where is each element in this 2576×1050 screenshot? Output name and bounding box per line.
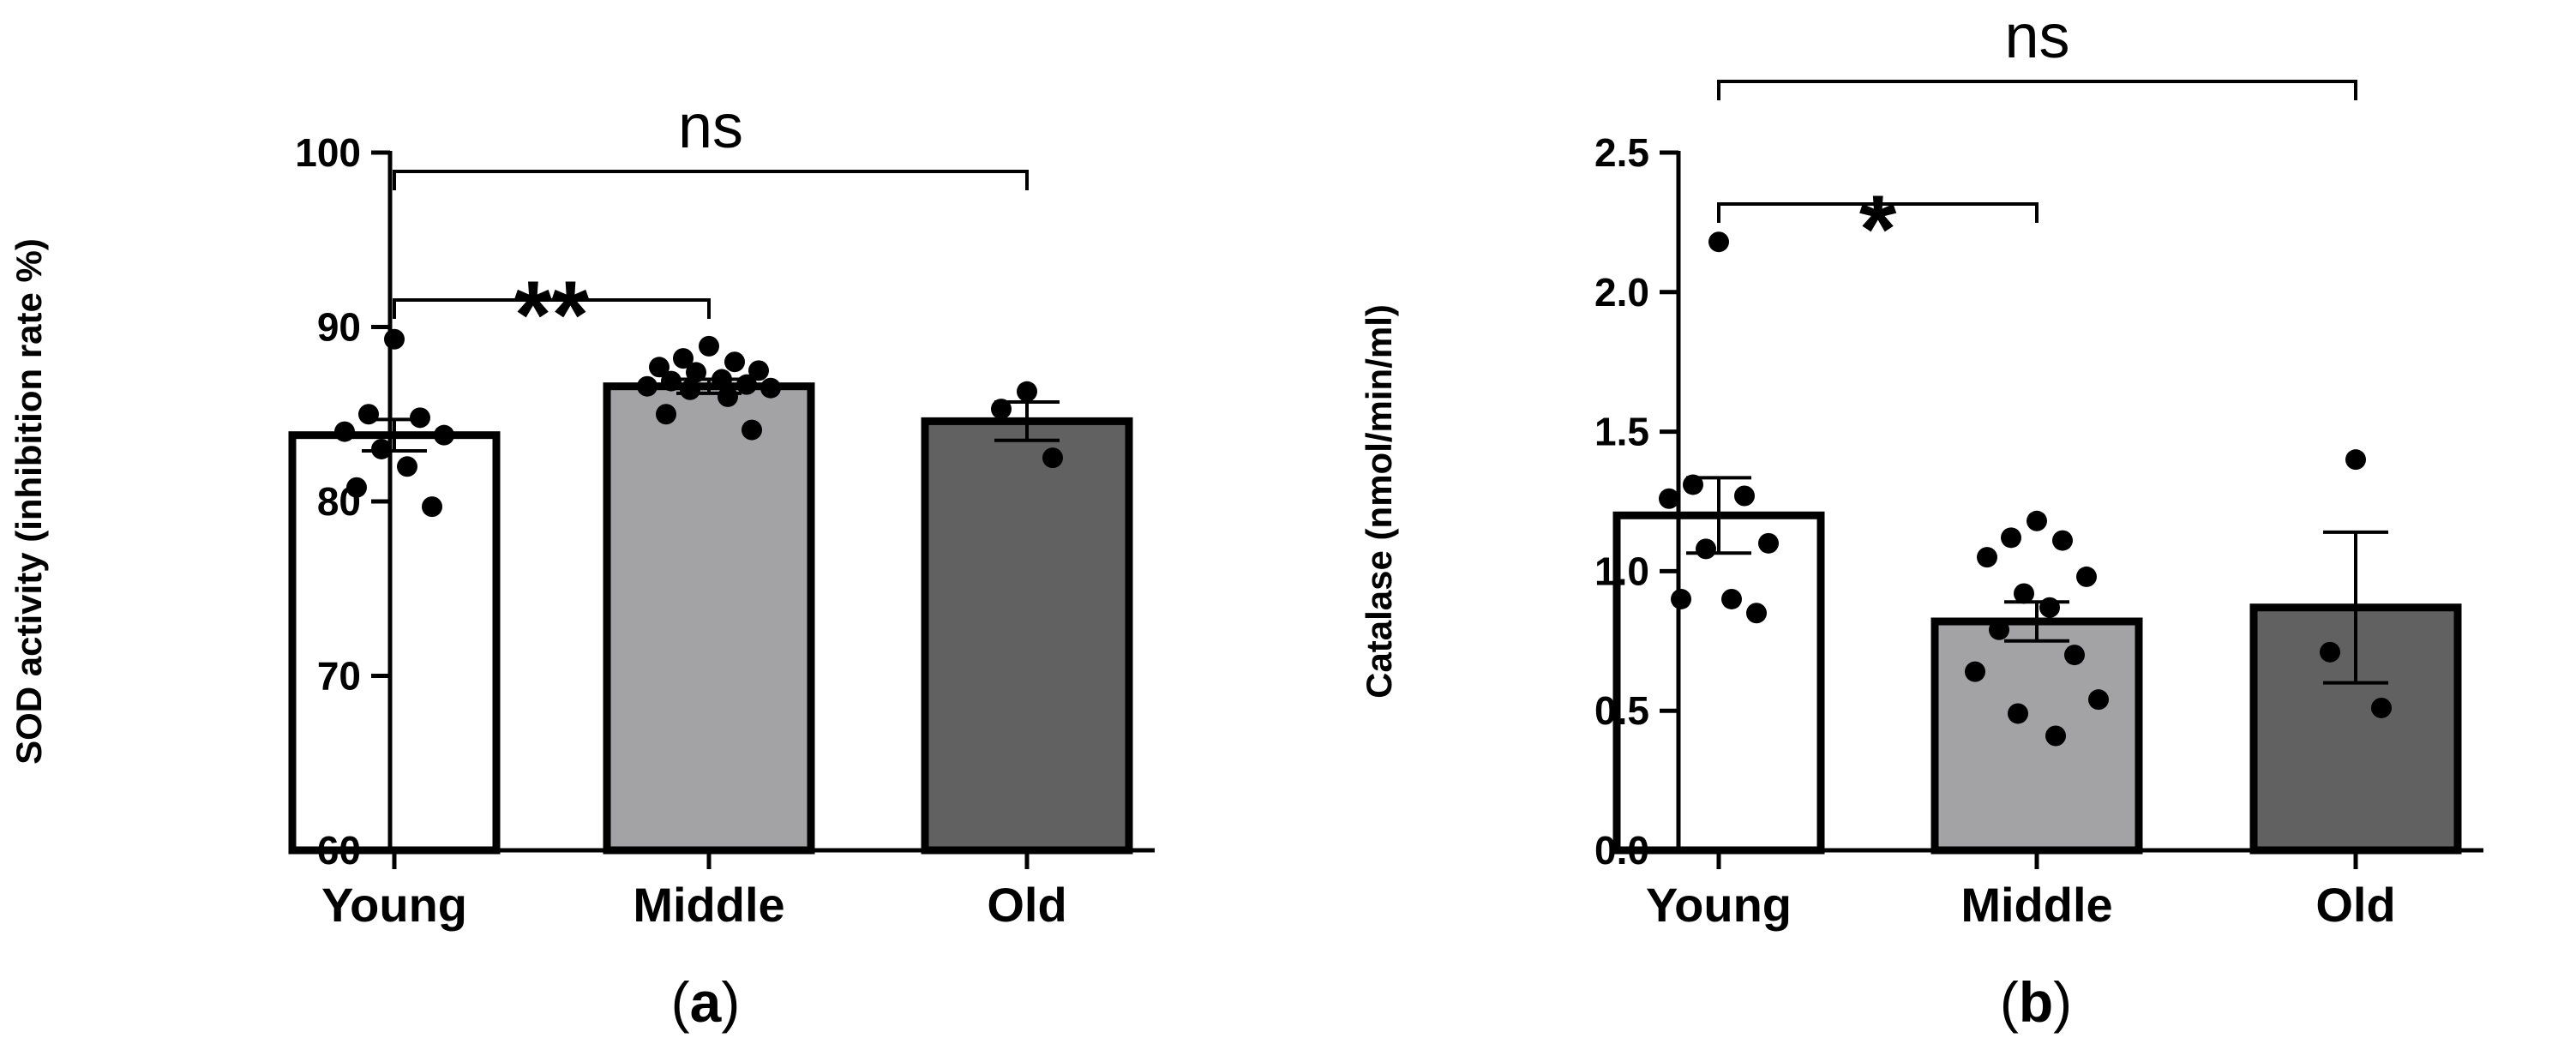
y-tick-label: 100 (295, 130, 361, 175)
y-tick-label: 2.5 (1594, 130, 1649, 175)
y-tick-label: 0.5 (1594, 688, 1649, 733)
y-axis-label: Catalase (nmol/min/ml) (1359, 304, 1399, 699)
data-point (1977, 547, 1997, 568)
panel-label-open: ( (671, 970, 690, 1034)
data-point (699, 335, 719, 357)
bar-young (1612, 511, 1825, 855)
panel-label-close: ) (2053, 970, 2072, 1034)
data-point (991, 399, 1012, 420)
data-point (2320, 641, 2340, 663)
data-point (2008, 703, 2028, 724)
panel-label: (b) (2000, 970, 2072, 1034)
bar-middle (1930, 617, 2143, 855)
x-tick-label-young: Young (321, 878, 467, 932)
data-point (2045, 725, 2066, 747)
data-point (1017, 381, 1037, 402)
panel-label-close: ) (721, 970, 740, 1034)
significance-ns: ns (2004, 3, 2069, 71)
data-point (637, 375, 658, 397)
data-point (1758, 532, 1779, 554)
panel-label-letter: a (690, 970, 723, 1034)
data-point (2027, 510, 2047, 531)
y-tick-label: 60 (317, 828, 361, 873)
data-point (680, 379, 700, 400)
x-tick-label-middle: Middle (633, 878, 784, 932)
panel-label: (a) (671, 970, 741, 1034)
data-point (656, 404, 676, 425)
data-point (1042, 447, 1063, 469)
panel-label-open: ( (2000, 970, 2019, 1034)
significance-bracket (1717, 202, 2039, 223)
data-point (346, 477, 367, 498)
data-point (334, 421, 355, 442)
data-point (434, 424, 454, 446)
significance-stars: * (1859, 176, 1897, 283)
panel-label-letter: b (2019, 970, 2053, 1034)
significance-stars: ** (514, 261, 590, 369)
significance-ns: ns (678, 93, 743, 161)
data-point (686, 362, 706, 383)
data-point (371, 438, 392, 459)
significance-bracket (1717, 80, 2357, 100)
data-point (649, 357, 670, 378)
data-point (1989, 619, 2009, 640)
y-tick-label: 2.0 (1594, 270, 1649, 315)
panel-a: 60 70 80 90 100 Young Middle Old SOD activity (i… (9, 93, 1155, 1034)
significance-bracket (393, 298, 711, 319)
data-point (661, 370, 682, 392)
y-tick-label: 1.5 (1594, 410, 1649, 454)
data-point (718, 386, 738, 407)
data-point (2001, 527, 2021, 549)
data-point (1721, 588, 1742, 609)
data-point (1696, 538, 1716, 560)
y-tick-label: 1.0 (1594, 549, 1649, 593)
data-point (1671, 588, 1691, 609)
y-axis-label: SOD activity (inhibition rate %) (9, 238, 49, 765)
data-point (410, 407, 430, 429)
data-point (2345, 449, 2366, 471)
data-point (1659, 488, 1679, 509)
data-point (742, 419, 762, 441)
data-point (1734, 485, 1755, 507)
x-tick-label-old: Old (987, 878, 1066, 932)
x-tick-label-middle: Middle (1961, 878, 2112, 932)
y-tick-label: 80 (317, 479, 361, 524)
data-point (397, 456, 417, 477)
y-tick-label: 70 (317, 654, 361, 699)
x-tick-label-old: Old (2315, 878, 2395, 932)
data-point (1683, 474, 1703, 495)
bar-young (288, 431, 501, 855)
bar-middle (603, 382, 815, 855)
panel-b: 0.0 0.5 1.0 1.5 2.0 2.5 Young Middle Old Catalase… (1359, 3, 2483, 1034)
data-point (2064, 645, 2085, 666)
data-point (384, 328, 405, 350)
bar-old (921, 417, 1133, 855)
data-point (1708, 231, 1729, 253)
data-point (2088, 689, 2109, 711)
data-point (358, 404, 379, 425)
significance-bracket (393, 170, 1029, 190)
data-point (673, 348, 694, 369)
data-point (422, 496, 442, 518)
data-point (748, 360, 769, 381)
data-point (1965, 661, 1985, 682)
data-point (724, 351, 745, 373)
y-tick-label: 90 (317, 305, 361, 350)
data-point (760, 377, 781, 399)
data-point (2076, 566, 2097, 587)
data-point (2014, 583, 2034, 604)
data-point (2052, 530, 2073, 551)
y-tick-label: 0.0 (1594, 828, 1649, 873)
data-point (1746, 603, 1767, 624)
data-point (2371, 697, 2392, 718)
x-tick-label-young: Young (1646, 878, 1792, 932)
